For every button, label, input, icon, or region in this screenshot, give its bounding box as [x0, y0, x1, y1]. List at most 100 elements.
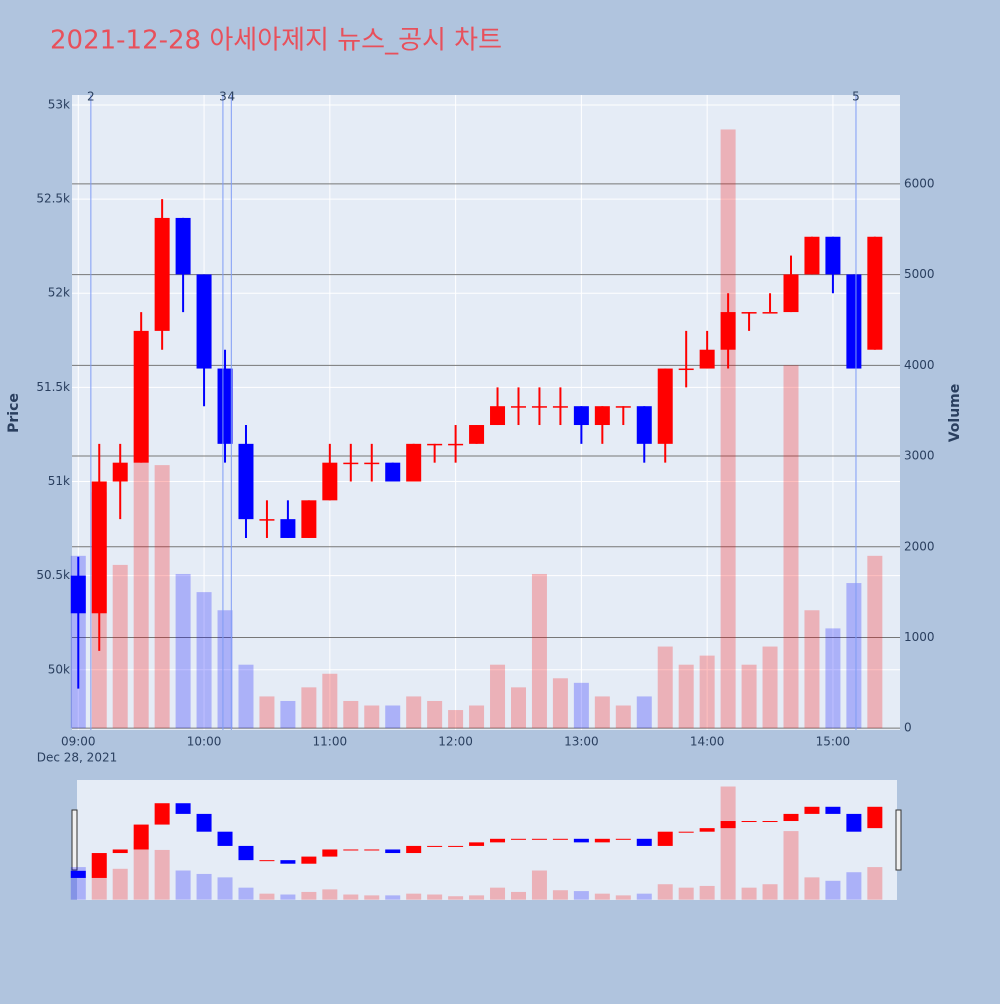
mini-volume-bar: [238, 887, 254, 900]
candle-body: [657, 368, 673, 444]
candle-body: [594, 406, 610, 426]
x-tick-label: 09:00: [61, 735, 96, 749]
volume-bar: [720, 129, 736, 729]
event-label: 5: [852, 90, 860, 104]
mini-volume-bar: [783, 831, 799, 900]
mini-candle-body: [406, 845, 422, 854]
volume-bar: [133, 419, 149, 729]
candle-body: [762, 312, 778, 314]
candle-body: [678, 368, 694, 371]
candle-body: [70, 575, 86, 614]
volume-bar: [741, 664, 757, 729]
volume-bar: [175, 573, 191, 729]
volume-bar: [154, 465, 170, 729]
volume-bar: [804, 610, 820, 729]
plot-area: [72, 95, 900, 730]
candle-body: [301, 500, 317, 538]
y-tick-label: 51.5k: [36, 380, 70, 394]
mini-volume-bar: [867, 867, 883, 900]
range-handle[interactable]: [71, 809, 78, 871]
mini-candle-body: [510, 838, 526, 840]
volume-bar: [301, 687, 317, 729]
y2-tick-label: 3000: [904, 449, 935, 463]
volume-bar: [573, 682, 589, 729]
mini-candle-body: [343, 849, 359, 851]
volume-bar: [280, 700, 296, 729]
y-tick-label: 51k: [48, 474, 70, 488]
mini-candle-body: [552, 838, 568, 840]
mini-candle-body: [112, 849, 128, 854]
mini-candle-body: [636, 838, 652, 846]
candle-body: [573, 406, 589, 426]
mini-candle-body: [259, 860, 275, 862]
y2-axis-title: Volume: [947, 384, 963, 443]
volume-bar: [490, 664, 506, 729]
mini-candle-body: [217, 831, 233, 846]
x-tick-label: 13:00: [564, 735, 599, 749]
mini-volume-bar: [217, 877, 233, 900]
mini-candle-body: [678, 831, 694, 833]
candle-body: [615, 406, 631, 408]
y2-tick-label: 2000: [904, 539, 935, 553]
volume-bar: [762, 646, 778, 729]
candle-body: [699, 349, 715, 369]
mini-candle-body: [385, 849, 401, 854]
range-slider[interactable]: [77, 780, 897, 900]
y-axis-title: Price: [6, 393, 22, 433]
candle-body: [531, 406, 547, 408]
y2-tick-label: 1000: [904, 630, 935, 644]
volume-bar: [783, 365, 799, 729]
candle-body: [804, 236, 820, 275]
mini-volume-bar: [846, 872, 862, 900]
mini-candle-body: [741, 821, 757, 823]
mini-volume-bar: [720, 786, 736, 900]
mini-volume-bar: [112, 868, 128, 900]
volume-bar: [531, 573, 547, 729]
mini-volume-bar: [594, 893, 610, 900]
mini-volume-bar: [385, 895, 401, 900]
candle-body: [322, 462, 338, 501]
mini-volume-bar: [364, 895, 380, 900]
candle-body: [217, 368, 233, 444]
volume-bar: [636, 696, 652, 729]
x-tick-label: 11:00: [313, 735, 348, 749]
volume-bar: [364, 705, 380, 729]
mini-candle-body: [846, 813, 862, 832]
mini-volume-bar: [175, 870, 191, 900]
mini-volume-bar: [154, 849, 170, 900]
mini-candle-body: [469, 842, 485, 846]
mini-volume-bar: [573, 891, 589, 900]
volume-bar: [238, 664, 254, 729]
event-label: 3: [219, 90, 227, 104]
candle-body: [343, 462, 359, 465]
mini-candle-body: [783, 813, 799, 822]
volume-bar: [867, 555, 883, 729]
volume-bar: [427, 700, 443, 729]
candle-body: [133, 330, 149, 463]
candle-body: [846, 274, 862, 369]
volume-bar: [385, 705, 401, 729]
y-tick-label: 53k: [48, 97, 70, 111]
x-tick-label: 15:00: [816, 735, 851, 749]
mini-candle-body: [175, 803, 191, 814]
volume-bar: [217, 610, 233, 729]
candle-body: [364, 462, 380, 465]
mini-volume-bar: [531, 870, 547, 900]
volume-bar: [594, 696, 610, 729]
y-tick-label: 50.5k: [36, 568, 70, 582]
mini-volume-bar: [406, 893, 422, 900]
volume-bar: [657, 646, 673, 729]
mini-volume-bar: [259, 893, 275, 900]
mini-volume-bar: [133, 841, 149, 900]
event-label: 2: [87, 90, 95, 104]
volume-bar: [510, 687, 526, 729]
mini-volume-bar: [196, 873, 212, 900]
mini-volume-bar: [741, 887, 757, 900]
volume-bar: [846, 583, 862, 729]
mini-candle-body: [867, 806, 883, 829]
candle-body: [825, 236, 841, 275]
mini-volume-bar: [322, 889, 338, 900]
range-handle[interactable]: [895, 809, 902, 871]
mini-candle-body: [448, 845, 464, 847]
mini-volume-bar: [615, 895, 631, 900]
